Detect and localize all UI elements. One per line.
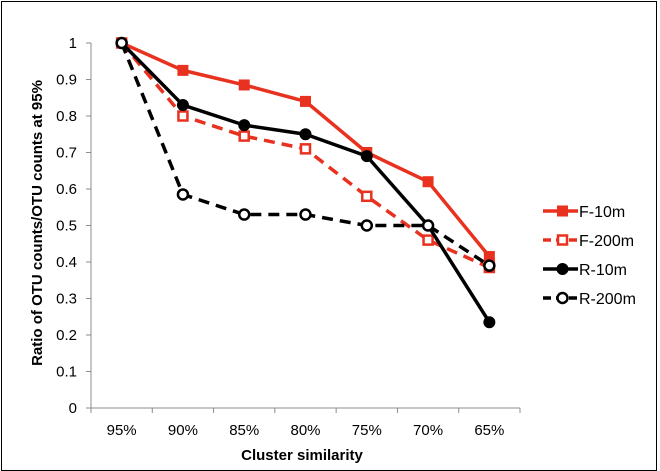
y-tick-label: 0.4 (56, 254, 77, 271)
x-tick-label: 90% (168, 422, 198, 439)
y-tick-label: 0.8 (56, 108, 77, 125)
legend: F-10m F-200m R-10m R-200m (543, 204, 636, 308)
y-tick-labels: 0 0.1 0.2 0.3 0.4 0.5 0.6 0.7 0.8 0.9 1 (56, 35, 77, 417)
data-point (299, 208, 312, 221)
y-tick-label: 0.7 (56, 145, 77, 162)
data-point (421, 219, 435, 232)
legend-item: F-10m (543, 204, 625, 221)
legend-label: F-10m (579, 204, 625, 221)
y-tick-label: 0.6 (56, 181, 77, 198)
data-point (422, 176, 434, 188)
x-tick-label: 65% (474, 422, 504, 439)
data-point (299, 128, 312, 141)
data-point (177, 64, 189, 76)
series-group (115, 36, 496, 329)
data-point (237, 208, 251, 221)
legend-label: F-200m (579, 233, 634, 250)
data-point (238, 119, 251, 132)
data-point (483, 316, 496, 329)
legend-label: R-200m (579, 291, 636, 308)
data-point (299, 143, 312, 155)
data-point (360, 150, 373, 163)
y-tick-label: 0.9 (56, 72, 77, 89)
x-tick-label: 75% (352, 422, 382, 439)
x-tick-label: 80% (290, 422, 320, 439)
data-point (176, 188, 190, 201)
series-r-10m (115, 37, 496, 329)
x-axis-title: Cluster similarity (241, 447, 363, 464)
y-tick-label: 1 (69, 35, 77, 52)
data-point (238, 130, 250, 142)
y-tick-label: 0.5 (56, 218, 77, 235)
x-tick-labels: 95% 90% 85% 80% 75% 70% 65% (107, 422, 505, 439)
legend-item: F-200m (543, 233, 634, 250)
legend-item: R-200m (543, 291, 636, 308)
legend-marker (556, 263, 569, 275)
legend-marker (556, 291, 569, 305)
data-point (300, 95, 311, 107)
data-point (177, 110, 189, 122)
axes (86, 42, 521, 413)
y-tick-label: 0 (69, 400, 77, 417)
y-tick-label: 0.1 (56, 364, 77, 381)
series-r-200m (115, 36, 496, 272)
y-tick-label: 0.3 (56, 291, 77, 308)
x-tick-label: 85% (229, 422, 259, 439)
data-point (360, 219, 374, 232)
data-point (483, 259, 496, 272)
data-point (238, 79, 250, 91)
legend-label: R-10m (579, 262, 627, 279)
data-point (115, 36, 128, 50)
x-tick-label: 70% (413, 422, 443, 439)
data-point (361, 190, 373, 203)
data-point (176, 99, 189, 112)
x-tick-label: 95% (107, 422, 137, 439)
legend-item: R-10m (543, 262, 627, 279)
y-axis-title: Ratio of OTU counts/OTU counts at 95% (29, 80, 46, 366)
legend-marker (557, 205, 568, 217)
y-tick-label: 0.2 (56, 327, 77, 344)
legend-marker (556, 234, 569, 246)
data-point (422, 234, 434, 246)
